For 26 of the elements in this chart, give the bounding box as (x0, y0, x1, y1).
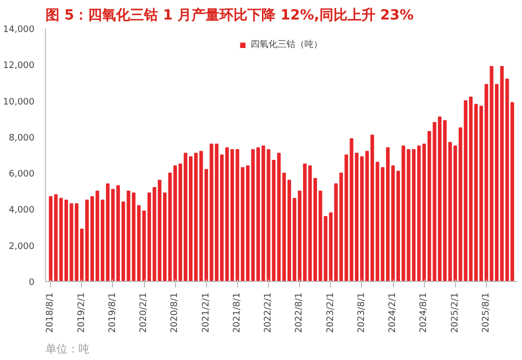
y-tick-label: 4,000 (8, 206, 35, 216)
y-tick-label: 0 (28, 278, 35, 288)
y-tick-label: 8,000 (8, 133, 35, 144)
y-tick-label: 2,000 (8, 242, 35, 252)
y-tick-label: 14,000 (3, 25, 35, 35)
text: 单位：吨 (46, 342, 90, 356)
legend-label: 四氧化三钴（吨） (250, 38, 322, 51)
x-tick-label: 2023/2/1 (326, 292, 336, 333)
x-tick-label: 2019/2/1 (76, 292, 87, 333)
chart-title: 图 5：四氧化三钴 1 月产量环比下降 12%,同比上升 23% (46, 6, 414, 24)
y-tick-label: 12,000 (3, 61, 35, 72)
x-tick-label: 2021/8/1 (232, 292, 242, 333)
x-tick-label: 2021/2/1 (201, 292, 212, 333)
y-tick-label: 10,000 (3, 97, 35, 108)
x-tick-label: 2025/8/1 (481, 292, 492, 333)
x-tick-label: 2022/2/1 (264, 292, 274, 333)
y-tick-label: 6,000 (8, 170, 35, 180)
x-tick-label: 2024/2/1 (388, 292, 398, 333)
x-tick-label: 2023/8/1 (356, 292, 367, 333)
x-tick-label: 2022/8/1 (294, 292, 305, 333)
x-tick-label: 2024/8/1 (419, 292, 430, 333)
x-tick-label: 2020/8/1 (170, 292, 180, 333)
x-tick-label: 2019/8/1 (108, 292, 118, 333)
x-tick-label: 2018/8/1 (46, 292, 56, 333)
x-tick-label: 2020/2/1 (139, 292, 150, 333)
x-tick-label: 2025/2/1 (450, 292, 460, 333)
